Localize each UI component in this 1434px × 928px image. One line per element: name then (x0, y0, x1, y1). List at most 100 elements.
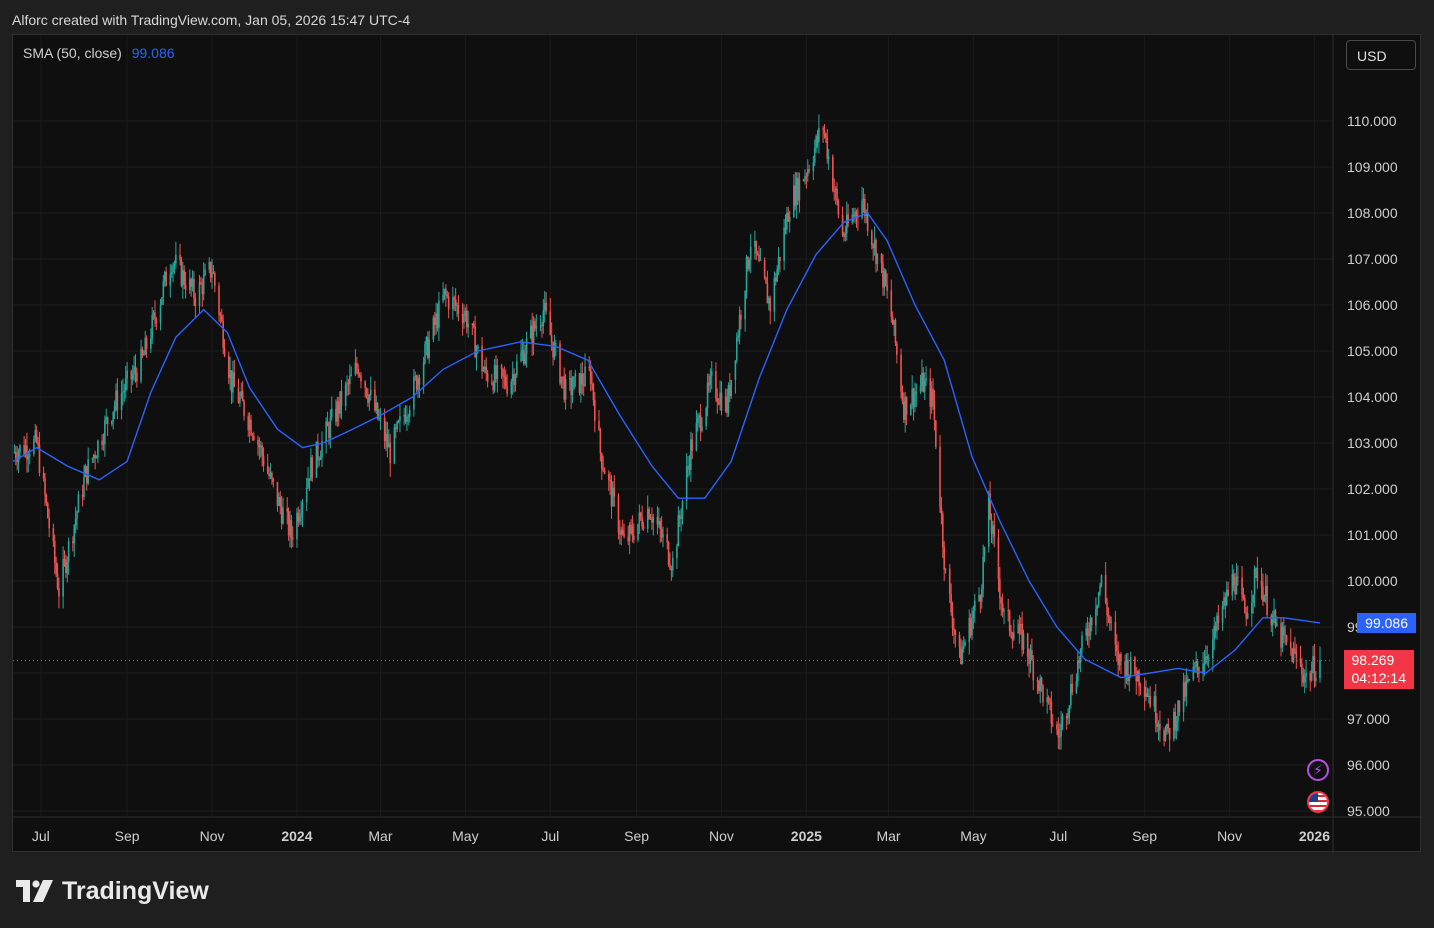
candle-body (1301, 664, 1303, 675)
candle-body (407, 416, 410, 418)
candle-body (326, 421, 329, 427)
candle-body (1263, 596, 1266, 602)
tradingview-logo-text: TradingView (62, 876, 209, 905)
candle-body (1021, 624, 1023, 650)
candle-body (893, 320, 895, 325)
candle-body (646, 508, 649, 529)
candle-body (378, 418, 380, 420)
candle-body (1143, 686, 1146, 697)
candle-body (261, 445, 263, 456)
candle-body (286, 508, 289, 512)
candle-body (268, 473, 270, 477)
chart-panel[interactable]: 95.00096.00097.00098.00099.000100.000101… (12, 34, 1422, 853)
candle-body (660, 529, 663, 538)
candle-body (1173, 711, 1175, 740)
candle-body (227, 355, 230, 379)
candle-body (465, 310, 468, 328)
candle-body (346, 383, 348, 385)
candle-body (457, 305, 460, 314)
us-flag-icon[interactable] (1307, 791, 1329, 813)
candle-body (553, 343, 556, 358)
candle-body (1231, 573, 1234, 596)
candle-body (66, 561, 69, 574)
candle-body (1264, 586, 1267, 597)
candle-body (756, 253, 759, 255)
candle-body (735, 337, 738, 361)
candle-body (211, 272, 213, 278)
candle-body (726, 396, 728, 413)
candle-body (1050, 701, 1053, 724)
last-price-value: 98.269 (1351, 652, 1395, 668)
candle-body (1246, 613, 1249, 619)
candle-body (1232, 573, 1235, 587)
candle-body (1117, 651, 1119, 666)
candle-body (24, 445, 27, 456)
price-chart[interactable]: 95.00096.00097.00098.00099.000100.000101… (13, 35, 1422, 853)
candle-body (188, 279, 191, 291)
candle-body (698, 415, 701, 418)
candle-body (943, 547, 945, 570)
candle-body (1221, 605, 1224, 624)
candle-body (1128, 674, 1131, 682)
candle-body (134, 366, 137, 373)
x-tick-label: Mar (368, 828, 392, 844)
candle-body (307, 478, 309, 488)
sma-price-tag: 99.086 (1357, 613, 1416, 633)
candle-body (454, 299, 457, 306)
candle-body (794, 185, 797, 206)
candle-body (896, 343, 898, 355)
tradingview-logo[interactable]: TradingView (16, 874, 209, 908)
candle-body (642, 526, 645, 529)
candle-body (289, 520, 291, 536)
candle-body (773, 277, 776, 312)
candle-body (1262, 586, 1264, 602)
candle-body (670, 568, 673, 571)
candle-body (627, 536, 630, 542)
candle-body (491, 382, 493, 384)
candle-body (854, 211, 856, 217)
candle-body (83, 476, 85, 497)
currency-button[interactable]: USD (1346, 40, 1416, 70)
candle-body (535, 326, 538, 329)
candle-body (389, 442, 392, 464)
candle-body (1260, 581, 1263, 587)
candle-body (406, 416, 408, 422)
candle-body (340, 391, 343, 406)
candle-body (717, 402, 720, 405)
candle-body (552, 341, 554, 358)
candle-body (691, 439, 694, 451)
sma-legend[interactable]: SMA (50, close) 99.086 (23, 45, 175, 61)
candle-body (1070, 683, 1072, 706)
sma-legend-label: SMA (50, close) (23, 45, 122, 61)
candle-body (861, 200, 863, 218)
candle-body (862, 198, 865, 201)
candle-body (1250, 602, 1253, 614)
y-tick-label: 100.000 (1347, 573, 1398, 589)
lightning-icon[interactable]: ⚡ (1307, 759, 1329, 781)
candle-body (386, 433, 389, 448)
candle-body (357, 368, 359, 375)
candle-body (602, 468, 604, 471)
candle-body (911, 388, 913, 405)
candle-body (1280, 623, 1282, 648)
candle-body (184, 284, 187, 291)
candle-body (443, 288, 446, 296)
candle-body (27, 456, 30, 460)
candle-body (396, 421, 398, 430)
candle-body (486, 373, 489, 383)
candle-body (1305, 673, 1307, 677)
candle-body (13, 451, 16, 453)
candle-body (201, 283, 204, 295)
candle-body (825, 133, 827, 139)
candle-body (145, 337, 148, 349)
candle-body (77, 494, 80, 513)
candle-body (493, 365, 496, 391)
candle-body (414, 376, 417, 378)
candle-body (223, 347, 226, 356)
candle-body (666, 534, 668, 543)
candle-body (317, 441, 319, 460)
candle-body (101, 440, 103, 445)
candle-body (143, 354, 145, 356)
candle-body (52, 528, 55, 541)
candle-body (1019, 624, 1022, 626)
